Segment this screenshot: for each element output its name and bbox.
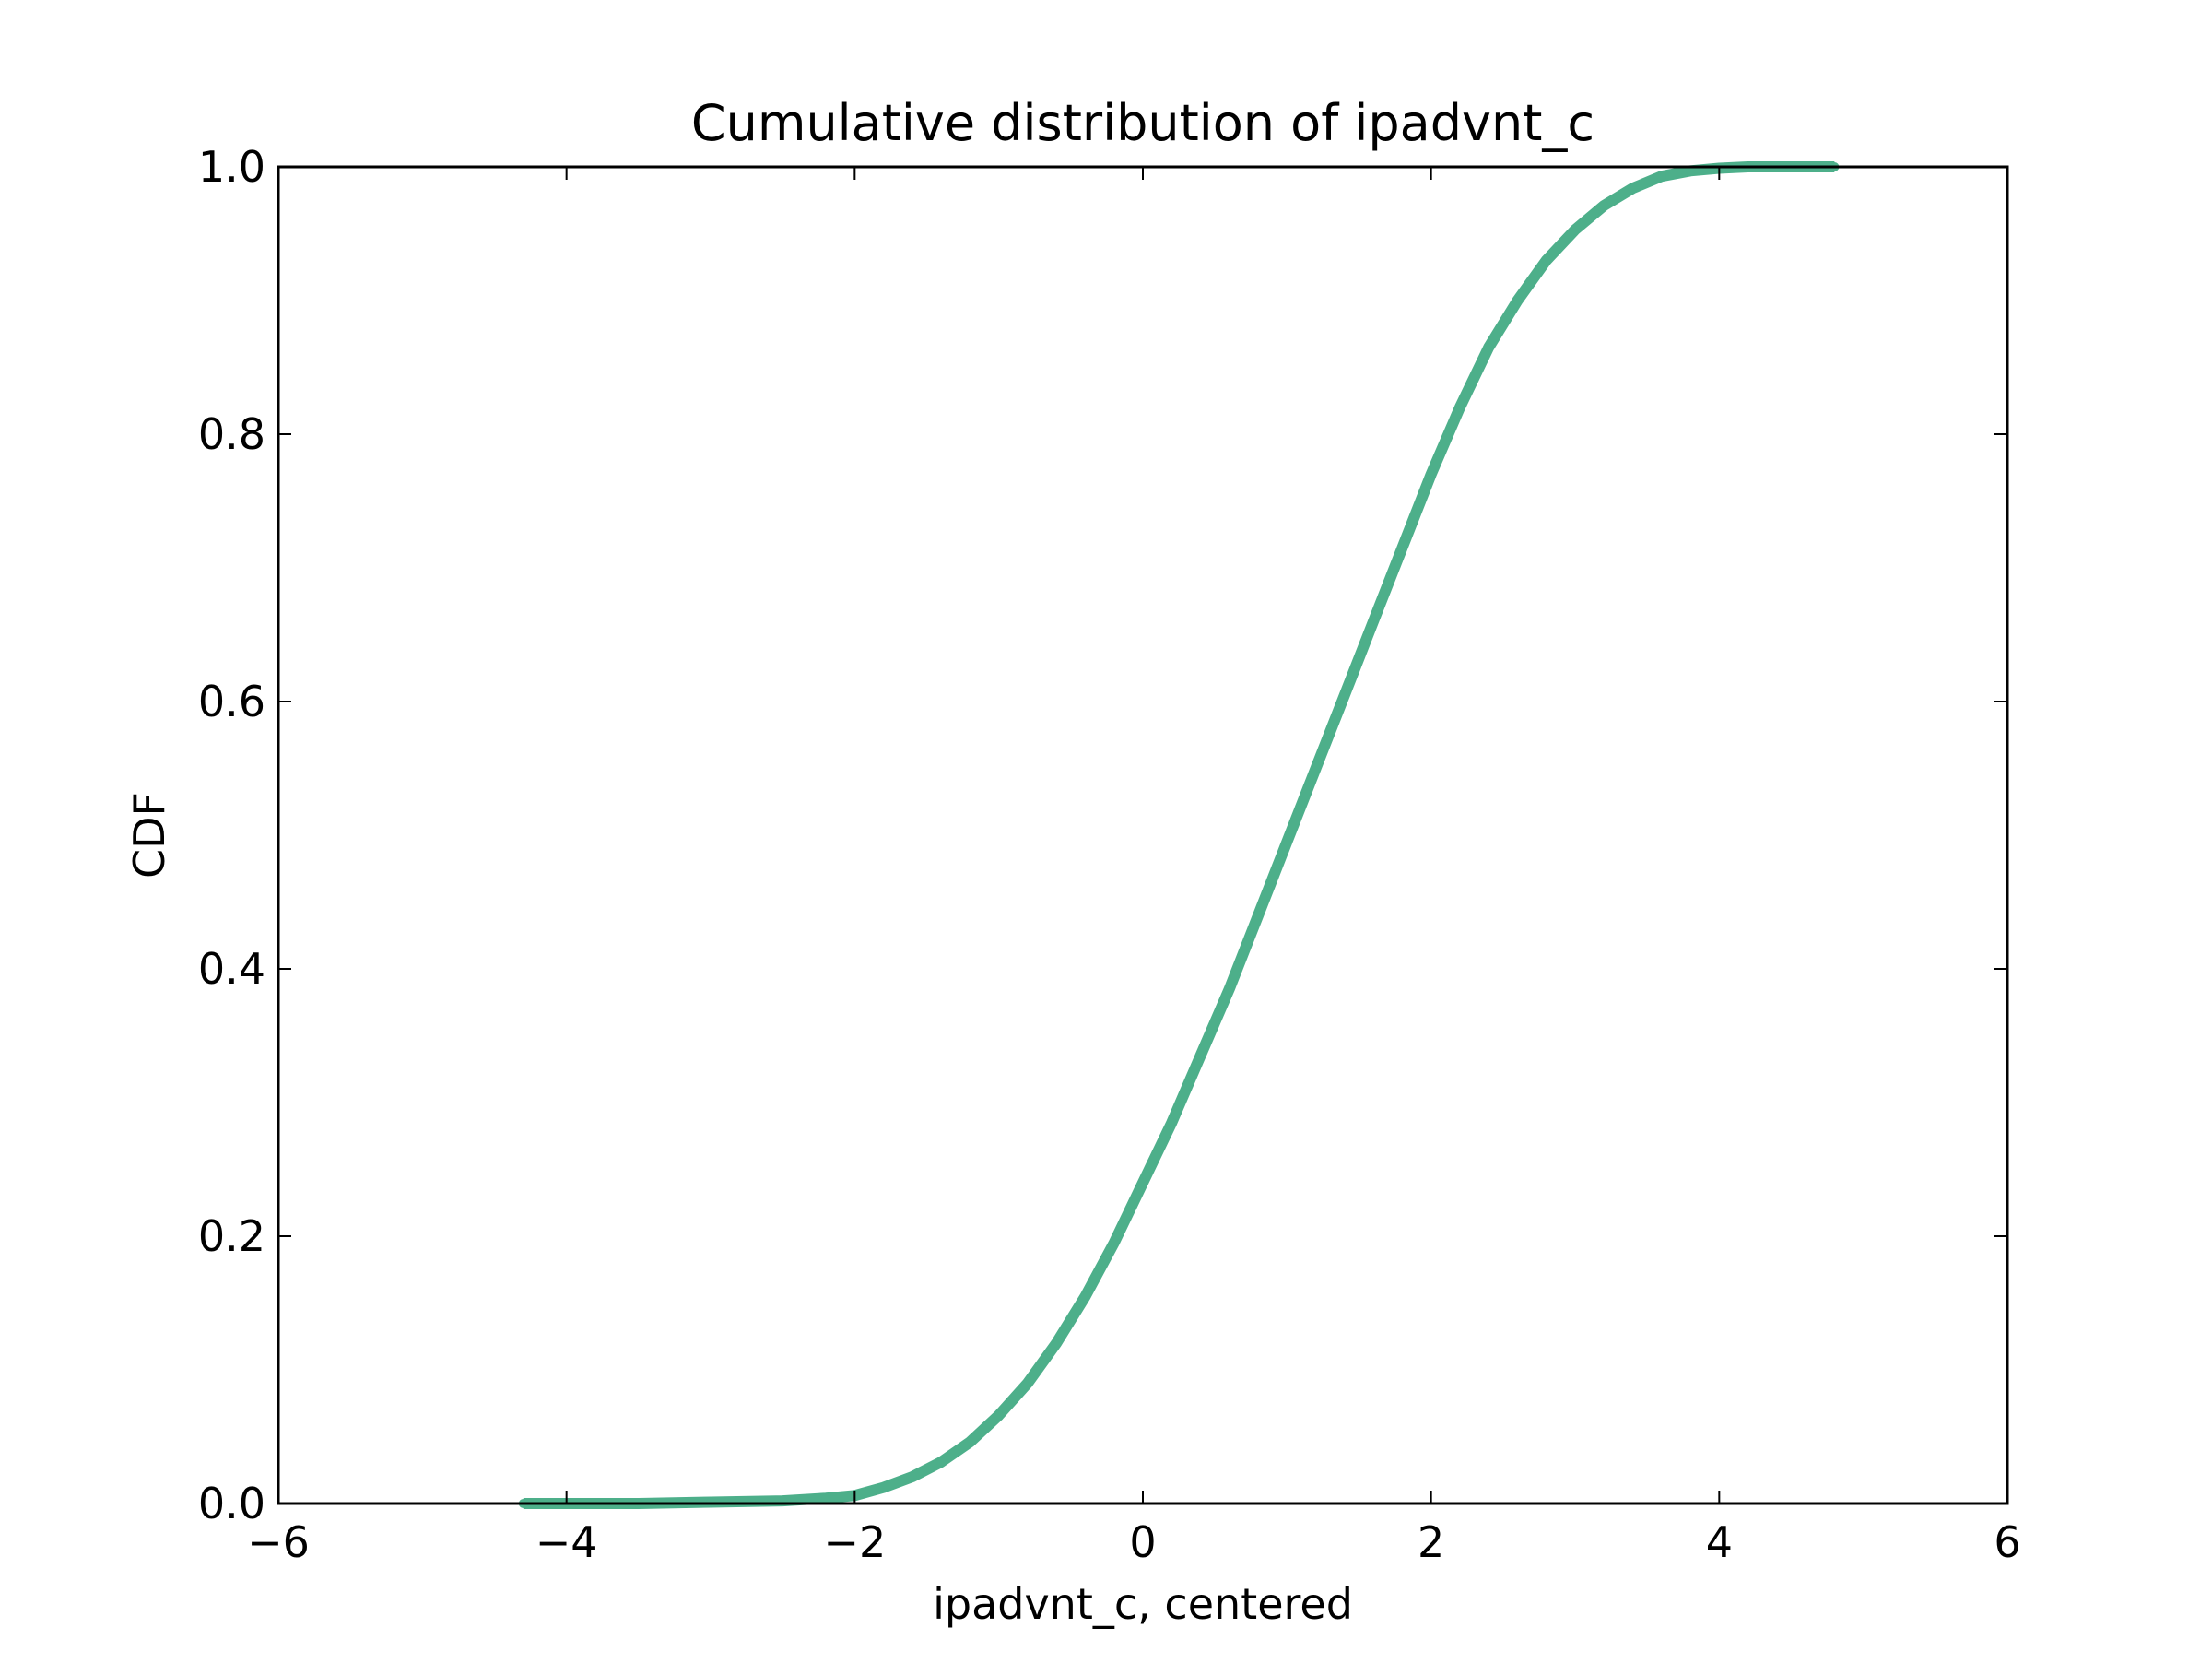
cdf-data-point: [907, 1472, 917, 1481]
cdf-data-point: [1369, 617, 1379, 626]
x-tick-label: −2: [823, 1517, 886, 1567]
cdf-data-point: [1224, 984, 1234, 994]
cdf-data-point: [1282, 837, 1292, 847]
cdf-data-point: [1311, 763, 1321, 773]
cdf-data-point: [1253, 911, 1264, 920]
cdf-data-point: [1686, 166, 1696, 176]
cdf-data-point: [1195, 1051, 1206, 1061]
y-axis: 0.0 0.2 0.4 0.6 0.8 1.0: [198, 142, 2007, 1528]
cdf-data-point: [994, 1410, 1004, 1421]
x-tick-label: −6: [247, 1517, 310, 1567]
cdf-data-point: [1426, 469, 1436, 479]
cdf-data-point: [1397, 543, 1407, 553]
cdf-data-point: [1541, 255, 1551, 265]
chart-title: Cumulative distribution of ipadvnt_c: [691, 94, 1594, 152]
y-tick-label: 0.2: [198, 1211, 265, 1261]
cdf-data-point: [1080, 1291, 1090, 1302]
y-tick-label: 0.4: [198, 944, 265, 994]
y-tick-label: 0.6: [198, 677, 265, 726]
y-tick-label: 1.0: [198, 142, 265, 192]
cdf-data-point: [1512, 296, 1523, 305]
cdf-data-point: [965, 1437, 975, 1447]
cdf-data-point: [1052, 1339, 1062, 1348]
x-tick-label: −4: [535, 1517, 598, 1567]
cdf-data-point: [1109, 1238, 1119, 1248]
cdf-data-point: [878, 1482, 888, 1492]
cdf-data-point: [821, 1493, 831, 1504]
y-axis-label: CDF: [124, 792, 174, 879]
cdf-data-point: [1339, 690, 1349, 700]
cdf-data-point: [1138, 1178, 1147, 1187]
cdf-data-point: [1167, 1117, 1177, 1127]
y-tick-label: 0.0: [198, 1479, 265, 1528]
x-tick-label: 2: [1418, 1517, 1444, 1567]
cdf-data-point: [1022, 1378, 1032, 1388]
cdf-data-point: [1599, 201, 1609, 210]
cdf-data-point: [1454, 403, 1465, 412]
x-axis: −6 −4 −2 0 2 4 6: [247, 167, 2021, 1567]
y-tick-label: 0.8: [198, 409, 265, 459]
x-axis-label: ipadvnt_c, centered: [933, 1579, 1353, 1629]
x-tick-label: 4: [1706, 1517, 1733, 1567]
cdf-data-point: [1628, 183, 1638, 194]
cdf-data-point: [1484, 342, 1494, 352]
x-tick-label: 6: [1994, 1517, 2020, 1567]
cdf-data-point: [1656, 171, 1666, 182]
x-tick-label: 0: [1129, 1517, 1156, 1567]
cdf-data-point: [936, 1457, 947, 1467]
cdf-data-point: [1571, 225, 1580, 235]
